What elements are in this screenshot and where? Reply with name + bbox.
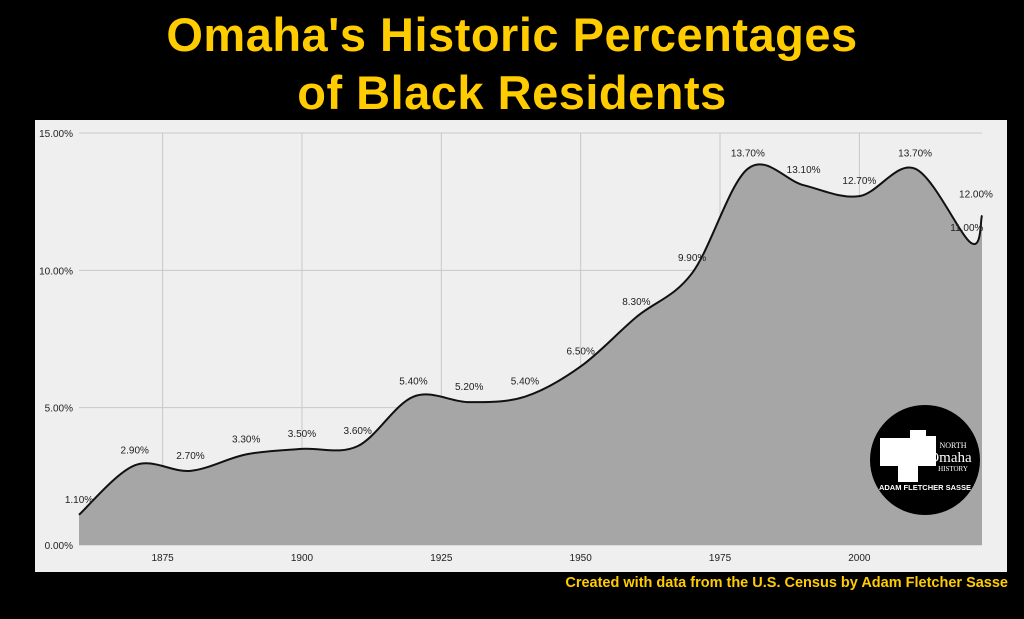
data-label: 2.90% — [121, 445, 149, 456]
data-label: 2.70% — [176, 451, 204, 462]
data-label: 5.20% — [455, 382, 483, 393]
data-label: 3.50% — [288, 429, 316, 440]
data-label: 3.60% — [344, 426, 372, 437]
y-tick-label: 10.00% — [39, 266, 73, 277]
data-label: 13.10% — [787, 165, 821, 176]
logo-history: HISTORY — [938, 465, 968, 473]
credit-footer: Created with data from the U.S. Census b… — [565, 575, 1008, 591]
data-label: 8.30% — [622, 297, 650, 308]
logo-building-icon — [880, 430, 936, 482]
area-fill — [79, 164, 982, 545]
logo-omaha: Omaha — [928, 450, 972, 466]
x-tick-label: 1875 — [151, 553, 174, 564]
data-label: 13.70% — [731, 149, 765, 160]
data-label: 12.70% — [842, 176, 876, 187]
data-label: 5.40% — [511, 377, 539, 388]
data-label: 3.30% — [232, 434, 260, 445]
y-tick-label: 5.00% — [45, 404, 73, 415]
chart-panel: 0.00% 5.00% 10.00% 15.00% 1875 1900 1925 1950 19… — [35, 120, 1007, 572]
chart-title-line-1: Omaha's Historic Percentages — [166, 8, 858, 61]
x-tick-label: 2000 — [848, 553, 871, 564]
data-label: 1.10% — [65, 495, 93, 506]
data-label: 11.00% — [950, 223, 983, 234]
chart-title-line-2: of Black Residents — [297, 66, 727, 119]
data-label: 12.00% — [959, 189, 993, 200]
data-label: 9.90% — [678, 253, 706, 264]
data-label: 6.50% — [566, 346, 594, 357]
logo-north: NORTH — [939, 441, 966, 450]
x-tick-label: 1900 — [291, 553, 314, 564]
x-tick-label: 1950 — [570, 553, 593, 564]
x-tick-label: 1975 — [709, 553, 732, 564]
data-label: 5.40% — [399, 377, 427, 388]
x-tick-label: 1925 — [430, 553, 453, 564]
area-chart: 0.00% 5.00% 10.00% 15.00% 1875 1900 1925 1950 19… — [39, 129, 993, 564]
y-tick-label: 0.00% — [45, 541, 73, 552]
y-tick-label: 15.00% — [39, 129, 73, 140]
data-label: 13.70% — [898, 149, 932, 160]
logo-author: ADAM FLETCHER SASSE — [879, 483, 971, 492]
